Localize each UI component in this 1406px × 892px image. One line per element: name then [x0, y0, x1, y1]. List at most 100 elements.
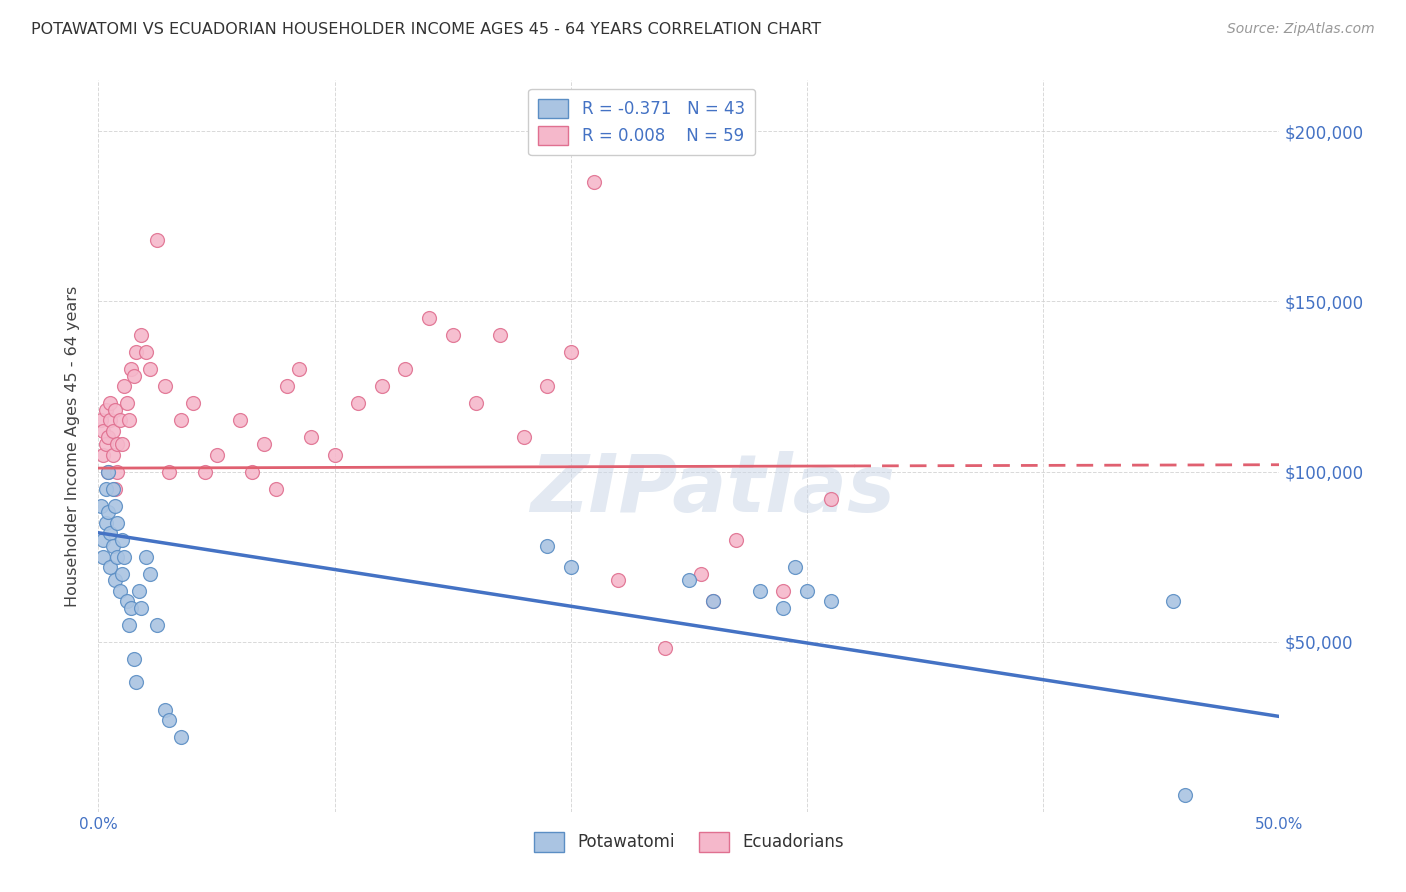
Point	[205, 448, 228, 462]
Point	[91, 549, 114, 564]
Point	[512, 430, 534, 444]
Point	[105, 437, 128, 451]
Point	[101, 540, 124, 554]
Point	[128, 583, 150, 598]
Point	[97, 465, 120, 479]
Point	[139, 362, 162, 376]
Point	[146, 617, 169, 632]
Point	[135, 345, 157, 359]
Point	[796, 583, 818, 598]
Point	[101, 448, 124, 462]
Point	[772, 583, 794, 598]
Point	[441, 328, 464, 343]
Point	[91, 533, 114, 547]
Point	[371, 379, 394, 393]
Point	[129, 328, 152, 343]
Point	[104, 499, 127, 513]
Text: Source: ZipAtlas.com: Source: ZipAtlas.com	[1227, 22, 1375, 37]
Point	[748, 583, 770, 598]
Point	[607, 574, 630, 588]
Point	[772, 600, 794, 615]
Point	[654, 641, 676, 656]
Point	[170, 413, 193, 427]
Point	[91, 424, 114, 438]
Point	[94, 403, 117, 417]
Point	[153, 703, 176, 717]
Point	[785, 559, 807, 574]
Point	[157, 713, 180, 727]
Point	[129, 600, 152, 615]
Point	[108, 583, 131, 598]
Point	[170, 730, 193, 744]
Point	[347, 396, 370, 410]
Point	[112, 379, 135, 393]
Point	[153, 379, 176, 393]
Point	[90, 413, 112, 427]
Point	[97, 465, 120, 479]
Point	[115, 594, 138, 608]
Point	[98, 525, 121, 540]
Point	[702, 594, 724, 608]
Point	[121, 362, 143, 376]
Point	[115, 396, 138, 410]
Point	[98, 396, 121, 410]
Point	[583, 175, 606, 189]
Point	[94, 437, 117, 451]
Point	[678, 574, 700, 588]
Legend: Potawatomi, Ecuadorians: Potawatomi, Ecuadorians	[527, 826, 851, 858]
Point	[264, 482, 287, 496]
Point	[105, 465, 128, 479]
Point	[108, 413, 131, 427]
Point	[112, 549, 135, 564]
Point	[181, 396, 204, 410]
Point	[194, 465, 217, 479]
Point	[105, 516, 128, 530]
Point	[101, 482, 124, 496]
Point	[139, 566, 162, 581]
Point	[489, 328, 512, 343]
Point	[323, 448, 346, 462]
Point	[125, 675, 148, 690]
Point	[97, 505, 120, 519]
Text: ZIPatlas: ZIPatlas	[530, 450, 896, 529]
Point	[111, 437, 134, 451]
Point	[105, 549, 128, 564]
Point	[118, 413, 141, 427]
Point	[122, 651, 145, 665]
Point	[94, 482, 117, 496]
Point	[253, 437, 276, 451]
Point	[240, 465, 263, 479]
Point	[98, 413, 121, 427]
Point	[276, 379, 298, 393]
Point	[229, 413, 252, 427]
Point	[560, 559, 582, 574]
Point	[121, 600, 143, 615]
Point	[104, 574, 127, 588]
Point	[94, 516, 117, 530]
Point	[111, 533, 134, 547]
Point	[725, 533, 748, 547]
Point	[418, 311, 440, 326]
Point	[536, 379, 558, 393]
Point	[299, 430, 322, 444]
Point	[288, 362, 311, 376]
Point	[560, 345, 582, 359]
Point	[104, 482, 127, 496]
Point	[135, 549, 157, 564]
Point	[820, 491, 842, 506]
Point	[98, 559, 121, 574]
Point	[125, 345, 148, 359]
Point	[820, 594, 842, 608]
Point	[146, 233, 169, 247]
Point	[118, 617, 141, 632]
Point	[90, 499, 112, 513]
Point	[465, 396, 488, 410]
Point	[536, 540, 558, 554]
Point	[1174, 788, 1197, 802]
Point	[104, 403, 127, 417]
Point	[1161, 594, 1184, 608]
Point	[122, 369, 145, 384]
Point	[689, 566, 711, 581]
Point	[111, 566, 134, 581]
Point	[97, 430, 120, 444]
